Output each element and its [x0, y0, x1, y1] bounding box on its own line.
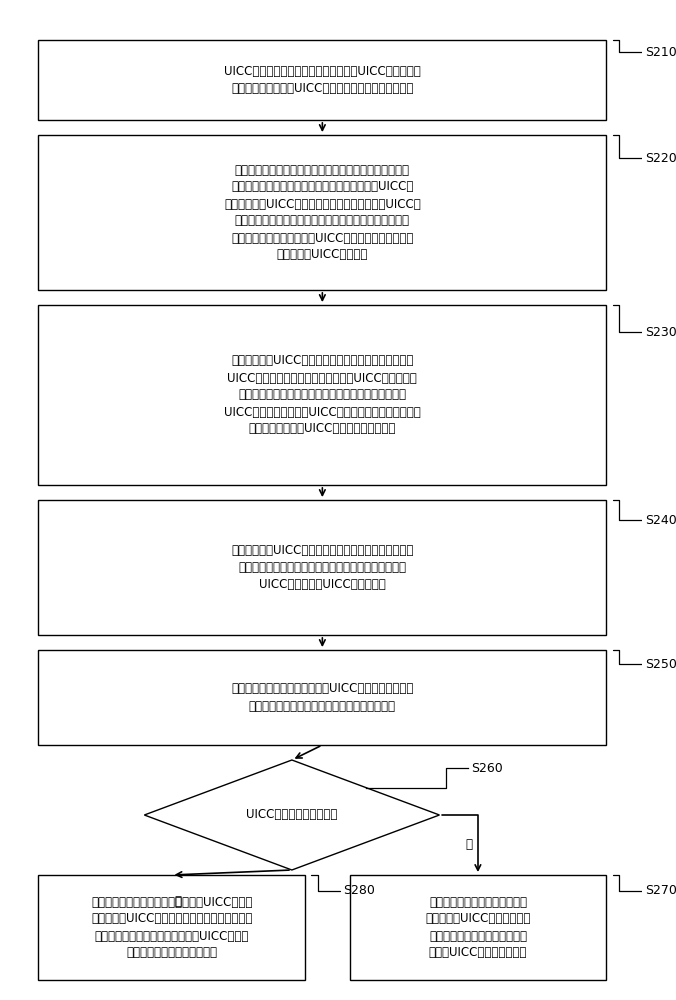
Text: 通知所述全球唯一标识码当前绑定的UICC管理系
统回收所述UICC的签约数据，然后将所述全球唯
一标识码改为与所述运营商网络的UICC管理系
统、返回的所述签约: 通知所述全球唯一标识码当前绑定的UICC管理系 统回收所述UICC的签约数据，然… — [91, 896, 252, 960]
Text: S240: S240 — [645, 514, 676, 527]
Text: 否: 否 — [465, 838, 472, 852]
Text: UICC是否已开通签约数据: UICC是否已开通签约数据 — [246, 808, 337, 822]
FancyBboxPatch shape — [39, 40, 606, 120]
FancyBboxPatch shape — [349, 875, 606, 980]
Polygon shape — [145, 760, 439, 870]
Text: 开放平台接收所述运营商网络的UICC管理系统返回的签
约数据，将其中的卡数据提供给所述请求方下载: 开放平台接收所述运营商网络的UICC管理系统返回的签 约数据，将其中的卡数据提供… — [231, 682, 414, 712]
Text: UICC签约数据的开放平台接收请求方对UICC签约数据的
开通请求，获取所述UICC的全球唯一标识码并进行验证: UICC签约数据的开放平台接收请求方对UICC签约数据的 开通请求，获取所述UI… — [224, 65, 420, 95]
Text: S230: S230 — [645, 326, 676, 339]
Text: S210: S210 — [645, 45, 676, 58]
Text: 运营商网络的UICC管理系统接收所述开放平台发送的为
UICC开通签约数据的通知后，为所述UICC分配签约数
据，并在运营商网络开通所述签约数据；且如果接收到
: 运营商网络的UICC管理系统接收所述开放平台发送的为 UICC开通签约数据的通知… — [224, 355, 420, 436]
FancyBboxPatch shape — [39, 135, 606, 290]
Text: S250: S250 — [645, 658, 676, 671]
FancyBboxPatch shape — [39, 305, 606, 485]
FancyBboxPatch shape — [39, 650, 606, 745]
FancyBboxPatch shape — [39, 500, 606, 635]
Text: 运营商网络的UICC管理系统将所述签约数据的全部或部
分返回所述开放平台，返回的签约数据中包括要加载到
UICC的卡数据和UICC的连接信息: 运营商网络的UICC管理系统将所述签约数据的全部或部 分返回所述开放平台，返回的… — [231, 544, 414, 591]
Text: 开放平台对所述全球唯一标识码验证通过后，确定请求开
通的国家及运营商网络，通知所述运营商网络的UICC管
理系统为所述UICC开通签约数据；且还判断所述UICC: 开放平台对所述全球唯一标识码验证通过后，确定请求开 通的国家及运营商网络，通知所… — [224, 163, 420, 261]
Text: 是: 是 — [174, 895, 182, 908]
Text: S260: S260 — [471, 762, 503, 775]
FancyBboxPatch shape — [39, 875, 305, 980]
Text: S280: S280 — [343, 884, 375, 897]
Text: 将所述全球唯一标识码和所述运
营商网络的UICC管理系统、返
回的所述签约数据绑定存储，记
录所述UICC已开通签约数据: 将所述全球唯一标识码和所述运 营商网络的UICC管理系统、返 回的所述签约数据绑… — [425, 896, 531, 960]
Text: S220: S220 — [645, 152, 676, 165]
Text: S270: S270 — [645, 884, 676, 897]
